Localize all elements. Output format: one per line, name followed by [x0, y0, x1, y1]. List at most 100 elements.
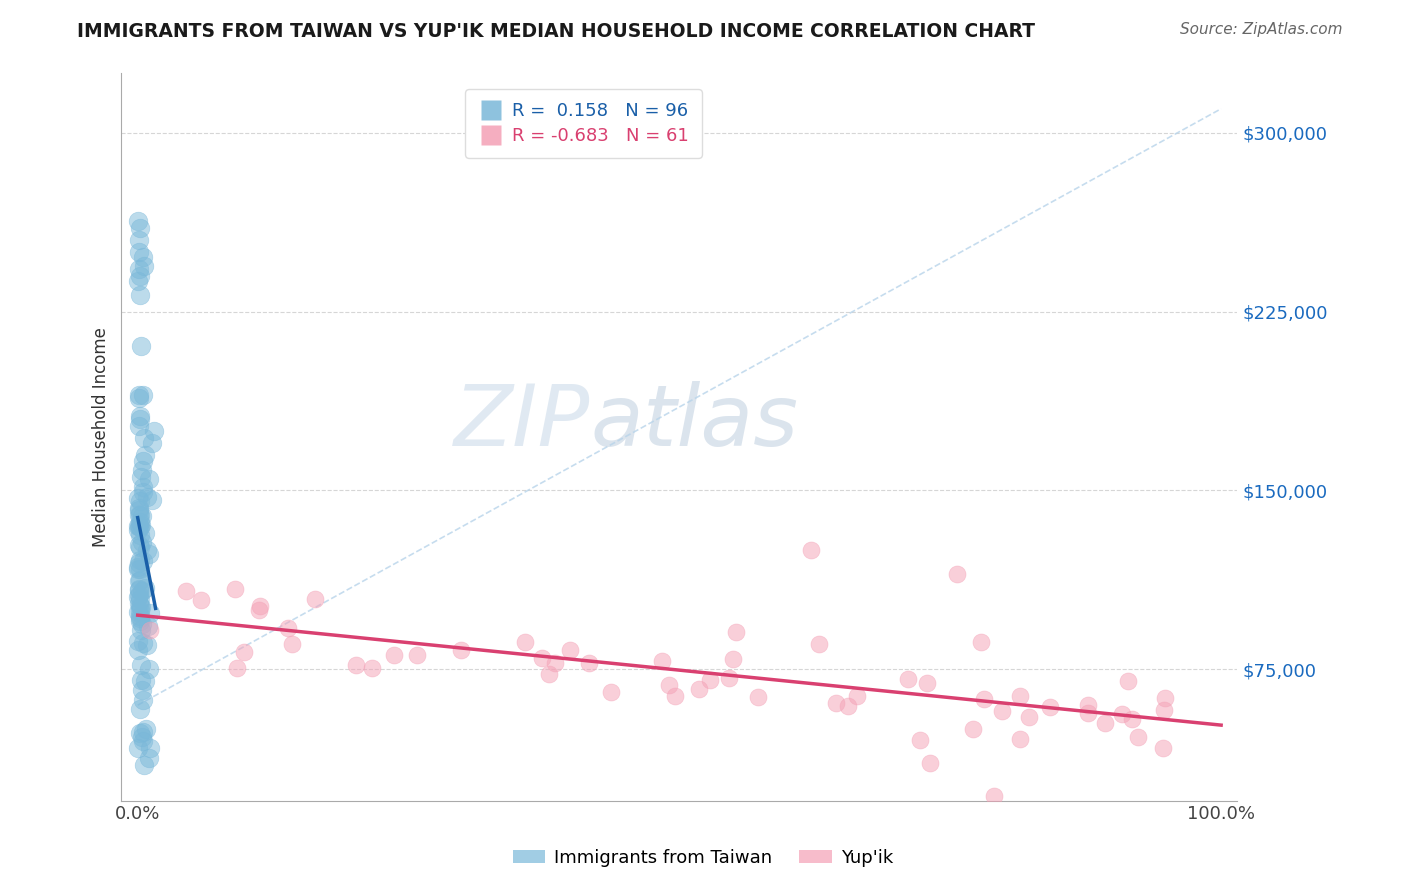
- Point: [664, 689, 686, 703]
- Point: [946, 566, 969, 581]
- Point: [131, 616, 153, 631]
- Point: [699, 673, 721, 687]
- Point: [131, 724, 153, 739]
- Legend: Immigrants from Taiwan, Yup'ik: Immigrants from Taiwan, Yup'ik: [506, 842, 900, 874]
- Point: [129, 268, 152, 283]
- Point: [127, 274, 149, 288]
- Point: [688, 682, 710, 697]
- Point: [134, 448, 156, 462]
- Point: [129, 517, 152, 532]
- Point: [129, 221, 152, 235]
- Point: [129, 540, 152, 554]
- Point: [129, 600, 152, 615]
- Point: [1128, 731, 1150, 745]
- Point: [138, 472, 160, 486]
- Point: [128, 508, 150, 522]
- Point: [129, 339, 152, 353]
- Point: [131, 463, 153, 477]
- Point: [1077, 698, 1099, 712]
- Point: [131, 682, 153, 697]
- Point: [131, 508, 153, 523]
- Point: [138, 547, 160, 561]
- Point: [962, 722, 984, 736]
- Point: [128, 508, 150, 523]
- Point: [128, 494, 150, 508]
- Point: [1116, 674, 1139, 689]
- Point: [128, 596, 150, 610]
- Point: [799, 543, 821, 558]
- Point: [135, 542, 157, 557]
- Point: [973, 691, 995, 706]
- Text: ZIP: ZIP: [454, 381, 591, 464]
- Point: [129, 604, 152, 618]
- Point: [304, 591, 326, 606]
- Point: [129, 726, 152, 740]
- Text: Source: ZipAtlas.com: Source: ZipAtlas.com: [1180, 22, 1343, 37]
- Point: [808, 637, 831, 651]
- Point: [132, 454, 155, 468]
- Point: [599, 685, 621, 699]
- Point: [127, 643, 149, 657]
- Point: [129, 528, 152, 542]
- Point: [132, 388, 155, 402]
- Point: [344, 657, 367, 672]
- Point: [128, 391, 150, 405]
- Point: [142, 424, 165, 438]
- Point: [983, 789, 1005, 803]
- Point: [128, 574, 150, 588]
- Point: [129, 516, 152, 530]
- Point: [135, 722, 157, 736]
- Text: IMMIGRANTS FROM TAIWAN VS YUP'IK MEDIAN HOUSEHOLD INCOME CORRELATION CHART: IMMIGRANTS FROM TAIWAN VS YUP'IK MEDIAN …: [77, 22, 1035, 41]
- Point: [530, 650, 553, 665]
- Point: [138, 750, 160, 764]
- Point: [131, 730, 153, 744]
- Point: [129, 609, 152, 624]
- Point: [128, 582, 150, 597]
- Point: [132, 734, 155, 748]
- Point: [127, 524, 149, 538]
- Point: [128, 582, 150, 596]
- Point: [190, 593, 212, 607]
- Point: [129, 611, 152, 625]
- Point: [560, 643, 582, 657]
- Point: [129, 592, 152, 607]
- Point: [127, 590, 149, 604]
- Point: [132, 484, 155, 499]
- Point: [277, 621, 299, 635]
- Point: [1018, 710, 1040, 724]
- Point: [135, 491, 157, 505]
- Point: [128, 502, 150, 516]
- Point: [128, 388, 150, 402]
- Point: [128, 538, 150, 552]
- Point: [128, 501, 150, 516]
- Point: [132, 259, 155, 273]
- Point: [129, 412, 152, 426]
- Point: [718, 671, 741, 685]
- Point: [134, 757, 156, 772]
- Point: [138, 741, 160, 756]
- Point: [651, 654, 673, 668]
- Point: [128, 556, 150, 570]
- Point: [897, 672, 920, 686]
- Point: [360, 661, 382, 675]
- Legend: R =  0.158   N = 96, R = -0.683   N = 61: R = 0.158 N = 96, R = -0.683 N = 61: [465, 89, 702, 158]
- Point: [825, 696, 848, 710]
- Point: [129, 701, 152, 715]
- Point: [139, 606, 162, 620]
- Point: [1077, 706, 1099, 720]
- Point: [134, 526, 156, 541]
- Point: [127, 560, 149, 574]
- Point: [129, 623, 152, 637]
- Point: [135, 638, 157, 652]
- Point: [136, 619, 159, 633]
- Point: [127, 633, 149, 648]
- Point: [132, 692, 155, 706]
- Point: [131, 535, 153, 549]
- Point: [1094, 716, 1116, 731]
- Point: [1010, 732, 1032, 747]
- Point: [382, 648, 405, 662]
- Point: [129, 673, 152, 687]
- Point: [1010, 689, 1032, 703]
- Point: [132, 431, 155, 445]
- Point: [129, 562, 152, 576]
